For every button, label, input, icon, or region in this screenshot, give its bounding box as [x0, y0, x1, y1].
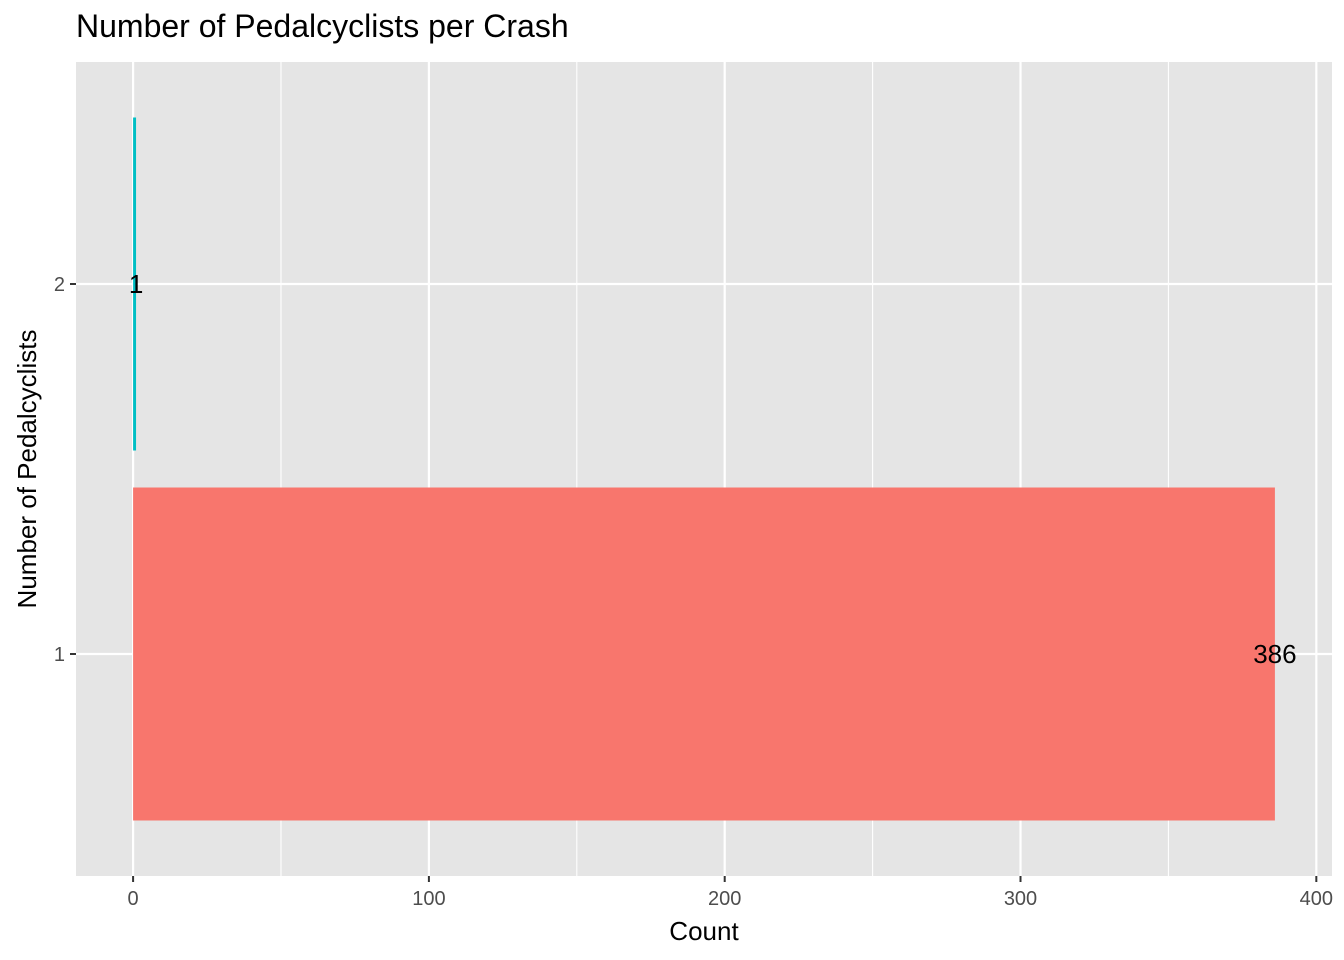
y-tick-label: 1 — [54, 644, 65, 666]
y-axis-title: Number of Pedalcyclists — [12, 330, 42, 609]
data-label-2: 1 — [129, 269, 143, 299]
chart-title: Number of Pedalcyclists per Crash — [76, 8, 569, 44]
x-tick-label: 300 — [1004, 888, 1037, 910]
bars — [133, 117, 1275, 821]
x-tick-label: 400 — [1300, 888, 1333, 910]
x-tick-label: 100 — [412, 888, 445, 910]
x-axis: 0 100 200 300 400 — [128, 876, 1333, 910]
bar-1 — [133, 487, 1275, 821]
x-axis-title: Count — [669, 916, 739, 946]
y-axis: 12 — [54, 274, 76, 666]
x-tick-label: 200 — [708, 888, 741, 910]
data-label-1: 386 — [1253, 639, 1296, 669]
y-tick-label: 2 — [54, 274, 65, 296]
bar-2 — [133, 117, 137, 451]
data-labels: 386 1 — [129, 269, 1297, 669]
x-tick-label: 0 — [128, 888, 139, 910]
